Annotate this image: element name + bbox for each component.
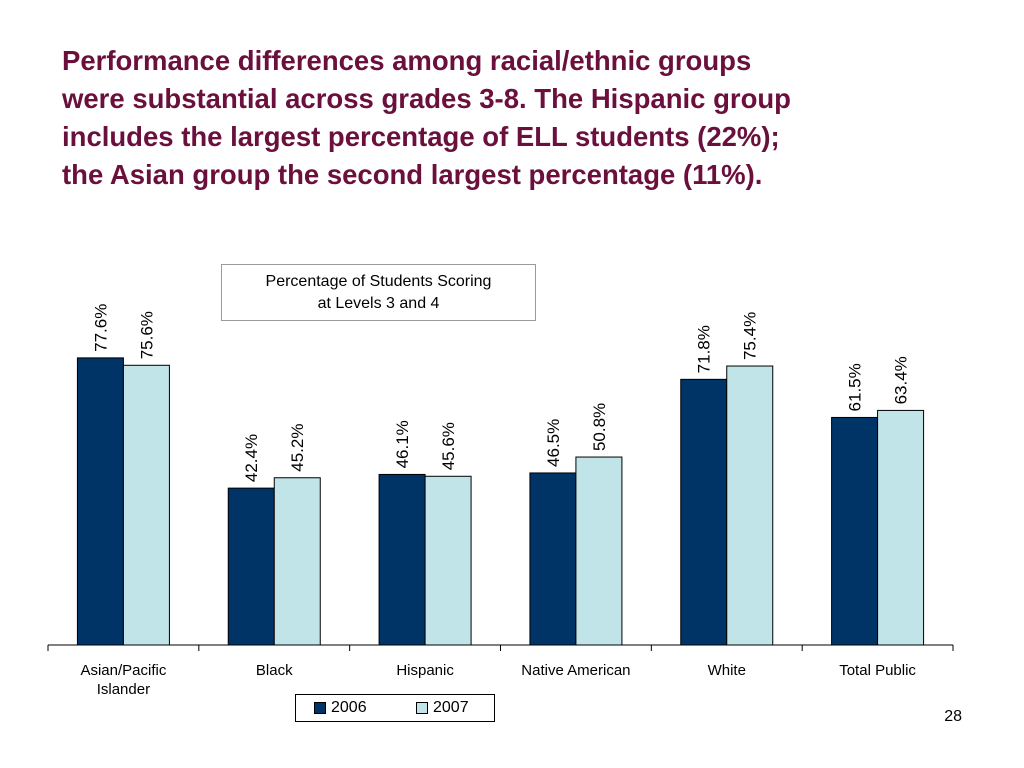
data-label-2007-1: 45.2% (288, 424, 307, 472)
category-label-0: Asian/Pacific Islander (80, 662, 166, 698)
legend-swatch-2007 (416, 702, 428, 714)
category-label-line: Black (256, 662, 293, 679)
headline-line-1: Performance differences among racial/eth… (62, 45, 752, 76)
page-number: 28 (944, 708, 962, 725)
data-label-2006-4: 71.8% (695, 325, 714, 373)
bar-2007-4 (726, 365, 774, 646)
category-label-line: Native American (521, 662, 630, 679)
category-label-5: Total Public (839, 662, 916, 679)
data-label-2007-2: 45.6% (439, 422, 458, 470)
category-label-4: White (708, 662, 746, 679)
category-label-line: Islander (97, 681, 150, 698)
chart-title-line-1: Percentage of Students Scoring (265, 273, 492, 290)
data-label-2006-1: 42.4% (242, 434, 261, 482)
bar-2007-5 (877, 409, 925, 646)
bar-2006-2 (378, 473, 426, 646)
bar-2006-5 (831, 416, 879, 646)
category-label-3: Native American (521, 662, 630, 679)
slide-headline: Performance differences among racial/eth… (62, 42, 982, 194)
bar-2007-0 (122, 364, 170, 646)
bar-2007-2 (424, 475, 472, 646)
bar-2006-4 (680, 378, 728, 646)
headline-line-4: the Asian group the second largest perce… (62, 159, 763, 190)
legend-swatch-2006 (314, 702, 326, 714)
legend-item-2007: 2007 (416, 699, 469, 717)
category-label-line: White (708, 662, 746, 679)
chart-legend: 2006 2007 (295, 694, 495, 722)
legend-label-2006: 2006 (331, 699, 367, 716)
data-label-2007-0: 75.6% (137, 311, 156, 359)
category-label-line: Asian/Pacific (80, 662, 166, 679)
headline-line-2: were substantial across grades 3-8. The … (62, 83, 791, 114)
headline-line-3: includes the largest percentage of ELL s… (62, 121, 780, 152)
data-label-2006-0: 77.6% (91, 304, 110, 352)
legend-label-2007: 2007 (433, 699, 469, 716)
bar-2006-0 (76, 357, 124, 646)
bar-2006-3 (529, 472, 577, 646)
category-label-line: Hispanic (396, 662, 454, 679)
category-label-line: Total Public (839, 662, 916, 679)
data-label-2006-3: 46.5% (544, 419, 563, 467)
chart-title-line-2: at Levels 3 and 4 (317, 295, 440, 312)
data-label-2007-5: 63.4% (892, 356, 911, 404)
data-label-2007-3: 50.8% (590, 403, 609, 451)
category-label-1: Black (256, 662, 293, 679)
data-label-2006-5: 61.5% (846, 363, 865, 411)
legend-item-2006: 2006 (314, 699, 367, 717)
bar-2006-1 (227, 487, 275, 646)
data-label-2006-2: 46.1% (393, 420, 412, 468)
data-label-2007-4: 75.4% (741, 312, 760, 360)
bar-2007-1 (273, 477, 321, 646)
chart-title-box: Percentage of Students Scoring at Levels… (221, 264, 536, 321)
bar-2007-3 (575, 456, 623, 646)
category-label-2: Hispanic (396, 662, 454, 679)
